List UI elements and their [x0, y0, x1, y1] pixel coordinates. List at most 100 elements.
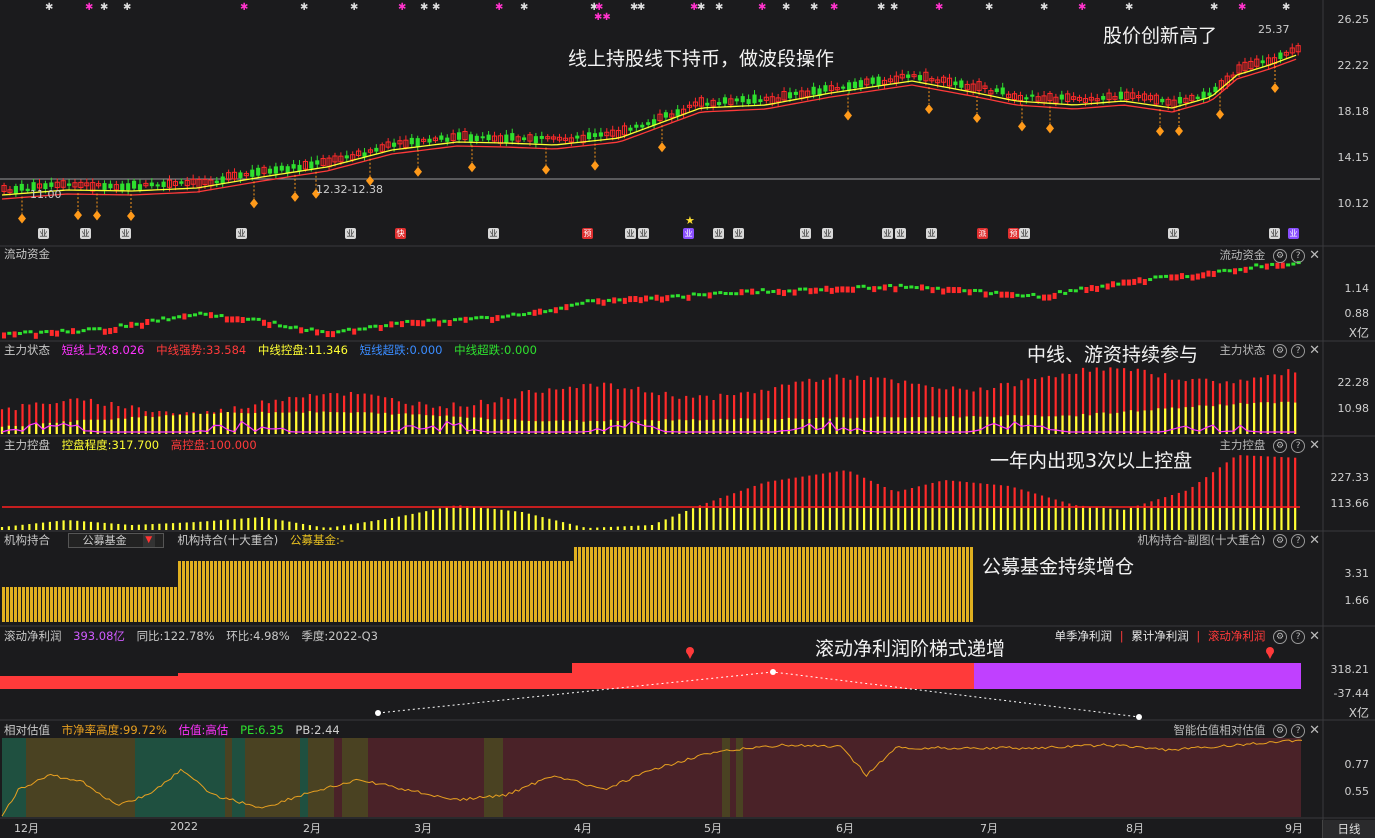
liquid-bar — [394, 321, 399, 325]
liquid-bar — [325, 331, 330, 338]
valuation-zone — [135, 738, 225, 817]
liquid-bar — [935, 286, 940, 290]
event-badge[interactable]: 快 — [395, 228, 406, 239]
inst-bar — [526, 561, 529, 622]
buy-signal-icon — [844, 110, 852, 121]
event-badge[interactable]: 业 — [488, 228, 499, 239]
close-icon[interactable]: ✕ — [1309, 722, 1320, 738]
inst-bar — [686, 547, 689, 622]
settings-icon[interactable]: ⚙ — [1273, 343, 1288, 358]
close-icon[interactable]: ✕ — [1309, 437, 1320, 453]
help-icon[interactable]: ? — [1291, 343, 1306, 358]
event-badge[interactable]: 业 — [800, 228, 811, 239]
liquid-bar — [251, 317, 256, 321]
inst-bar — [110, 587, 113, 622]
fund-type-select[interactable]: 公募基金 ▼ — [67, 533, 164, 548]
liquid-bar — [267, 322, 272, 329]
inst-bar — [566, 561, 569, 622]
candle-body — [392, 142, 397, 147]
event-badge[interactable]: 业 — [80, 228, 91, 239]
period-tab-daily[interactable]: 日线 — [1322, 820, 1375, 838]
candle-body — [758, 99, 763, 103]
liquid-bar — [378, 324, 383, 331]
candle-body — [1130, 92, 1136, 99]
help-icon[interactable]: ? — [1291, 248, 1306, 263]
buy-signal-icon — [127, 210, 135, 221]
event-badge[interactable]: 业 — [683, 228, 694, 239]
help-icon[interactable]: ? — [1291, 629, 1306, 644]
event-badge[interactable]: 业 — [120, 228, 131, 239]
valuation-zone — [342, 738, 368, 817]
event-badge[interactable]: 业 — [895, 228, 906, 239]
close-icon[interactable]: ✕ — [1309, 342, 1320, 358]
close-icon[interactable]: ✕ — [1309, 628, 1320, 644]
inst-bar — [902, 547, 905, 622]
liquid-bar — [782, 290, 786, 297]
event-badge[interactable]: 业 — [625, 228, 636, 239]
tab-rolling-profit[interactable]: 滚动净利润 — [1207, 629, 1266, 643]
inst-bar — [310, 561, 313, 622]
event-badge[interactable]: 业 — [822, 228, 833, 239]
candle-body — [1242, 61, 1248, 72]
settings-icon[interactable]: ⚙ — [1273, 248, 1288, 263]
inst-bar — [490, 561, 493, 622]
liquid-bar — [1233, 268, 1238, 275]
event-badge[interactable]: 业 — [926, 228, 937, 239]
event-badge[interactable]: 预 — [582, 228, 593, 239]
event-badge[interactable]: 业 — [733, 228, 744, 239]
event-badge[interactable]: 业 — [236, 228, 247, 239]
liquid-bar — [1190, 274, 1195, 281]
event-badge[interactable]: 业 — [1168, 228, 1179, 239]
liquid-bar — [1110, 281, 1115, 288]
candle-body — [1136, 95, 1142, 99]
inst-bar — [82, 587, 85, 622]
valuation-zone — [308, 738, 334, 817]
event-badge[interactable]: 预 — [1008, 228, 1019, 239]
candle-body — [1082, 98, 1089, 103]
event-badge[interactable]: 业 — [1269, 228, 1280, 239]
candle-body — [841, 86, 846, 89]
liquid-bar — [957, 287, 962, 294]
help-icon[interactable]: ? — [1291, 533, 1306, 548]
event-badge[interactable]: 业 — [713, 228, 724, 239]
event-badge[interactable]: 业 — [1019, 228, 1030, 239]
tab-single-quarter-profit[interactable]: 单季净利润 — [1054, 629, 1113, 643]
event-badge[interactable]: 业 — [638, 228, 649, 239]
inst-bar — [130, 587, 133, 622]
liquid-bar — [86, 327, 91, 331]
event-badge[interactable]: 业 — [345, 228, 356, 239]
inst-bar — [182, 561, 185, 622]
event-badge[interactable]: 派 — [977, 228, 988, 239]
candle-body — [935, 79, 941, 84]
liquid-bar — [532, 309, 537, 316]
inst-bar — [382, 561, 385, 622]
settings-icon[interactable]: ⚙ — [1273, 533, 1288, 548]
event-badge[interactable]: 业 — [1288, 228, 1299, 239]
candle-body — [1147, 95, 1154, 101]
candle-body — [344, 155, 349, 159]
candle-body — [439, 135, 444, 140]
settings-icon[interactable]: ⚙ — [1273, 438, 1288, 453]
help-icon[interactable]: ? — [1291, 438, 1306, 453]
liquid-bar — [829, 287, 834, 294]
close-icon[interactable]: ✕ — [1309, 532, 1320, 548]
event-badge[interactable]: 业 — [882, 228, 893, 239]
liquid-bar — [1142, 279, 1147, 286]
tab-cumulative-profit[interactable]: 累计净利润 — [1131, 629, 1189, 643]
event-badge[interactable]: 业 — [38, 228, 49, 239]
inst-bar — [854, 547, 857, 622]
candle-body — [90, 182, 96, 192]
close-icon[interactable]: ✕ — [1309, 247, 1320, 263]
inst-bar — [950, 547, 953, 622]
help-icon[interactable]: ? — [1291, 723, 1306, 738]
liquid-bar — [718, 291, 723, 295]
settings-icon[interactable]: ⚙ — [1273, 723, 1288, 738]
star-marker: ✱ — [1282, 2, 1290, 13]
inst-bar — [134, 587, 137, 622]
liquid-bar — [527, 311, 532, 315]
liquid-bar — [399, 321, 404, 328]
liquid-bar — [983, 291, 988, 298]
star-marker: ✱ — [350, 2, 358, 13]
settings-icon[interactable]: ⚙ — [1273, 629, 1288, 644]
